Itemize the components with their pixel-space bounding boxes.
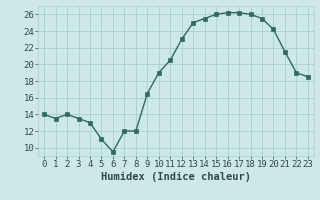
X-axis label: Humidex (Indice chaleur): Humidex (Indice chaleur) (101, 172, 251, 182)
